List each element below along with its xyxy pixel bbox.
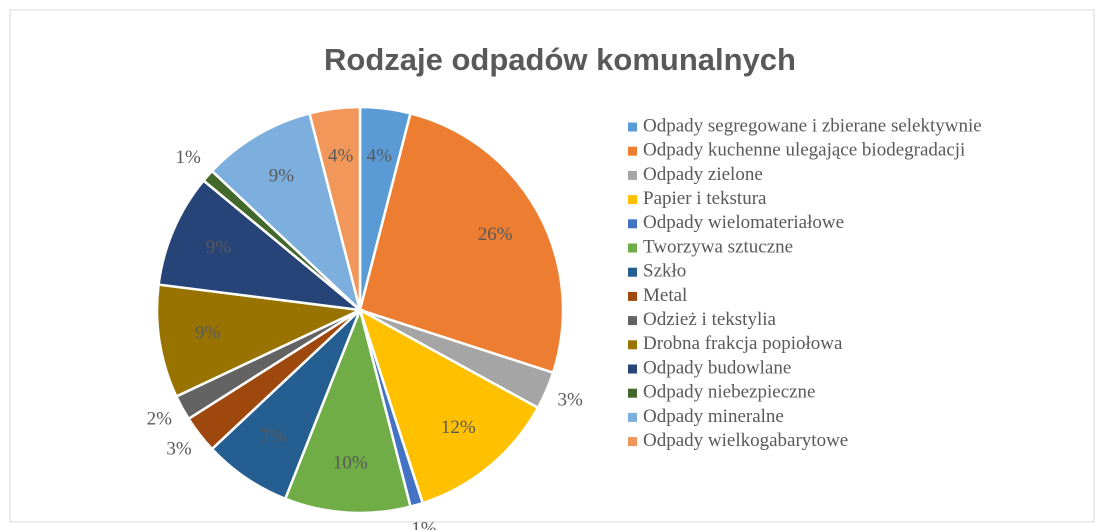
pie-slice <box>357 307 540 505</box>
data-label: 3% <box>166 439 192 460</box>
legend-swatch <box>628 219 637 229</box>
pie-slice <box>155 283 365 399</box>
legend-swatch <box>628 146 637 156</box>
pie-slice <box>307 105 362 311</box>
legend-swatch <box>628 388 637 398</box>
data-label: 2% <box>147 409 173 430</box>
data-label: 4% <box>367 145 393 166</box>
legend-label: Odpady niebezpieczne <box>643 382 816 403</box>
data-label: 12% <box>441 417 476 438</box>
legend-label: Odpady kuchenne ulegające biodegradacji <box>643 140 965 161</box>
legend-label: Odpady budowlane <box>643 357 791 378</box>
pie-slice <box>358 111 565 375</box>
legend-swatch <box>628 412 637 422</box>
legend-swatch <box>628 170 637 180</box>
legend-swatch <box>628 437 637 447</box>
data-label: 9% <box>195 322 221 343</box>
legend-swatch <box>628 195 637 205</box>
legend-label: Odpady zielone <box>643 164 763 185</box>
legend-label: Odpady segregowane i zbierane selektywni… <box>643 115 982 136</box>
data-label: 10% <box>333 452 368 473</box>
legend-swatch <box>628 122 637 132</box>
pie-slice <box>157 178 365 312</box>
data-label: 1% <box>176 147 202 168</box>
legend-swatch <box>628 316 637 326</box>
legend-swatch <box>628 267 637 277</box>
data-label: 9% <box>206 237 232 258</box>
legend-swatch <box>628 340 637 350</box>
legend-swatch <box>628 243 637 253</box>
data-label: 7% <box>261 426 287 447</box>
legend-label: Szkło <box>643 261 686 282</box>
pie-slice <box>210 111 363 314</box>
data-label: 1% <box>411 518 437 530</box>
data-label: 3% <box>558 389 584 410</box>
legend-label: Metal <box>643 285 687 306</box>
legend-label: Tworzywa sztuczne <box>643 236 793 257</box>
legend-label: Odzież i tekstylia <box>643 309 777 330</box>
legend-label: Papier i tekstura <box>643 188 767 209</box>
data-label: 9% <box>269 166 295 187</box>
legend-swatch <box>628 364 637 374</box>
pie-slice <box>283 305 413 515</box>
legend-swatch <box>628 291 637 301</box>
chart-title: Rodzaje odpadów komunalnych <box>324 42 796 77</box>
legend-label: Odpady mineralne <box>643 406 784 427</box>
legend-label: Drobna frakcja popiołowa <box>643 333 843 354</box>
legend-label: Odpady wielomateriałowe <box>643 212 844 233</box>
legend-label: Odpady wielkogabarytowe <box>643 430 848 451</box>
data-label: 26% <box>478 224 513 245</box>
data-label: 4% <box>328 145 354 166</box>
